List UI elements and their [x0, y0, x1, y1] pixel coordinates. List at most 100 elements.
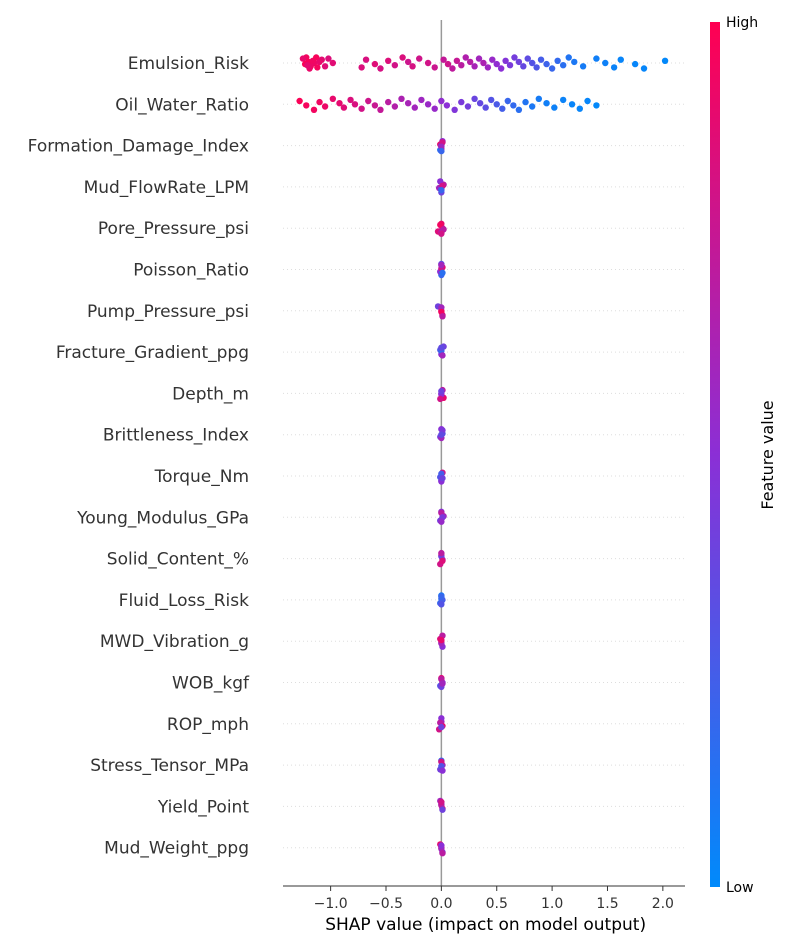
shap-point	[438, 601, 445, 608]
feature-label: Mud_FlowRate_LPM	[84, 178, 249, 198]
shap-point	[443, 102, 451, 109]
x-tick-label: 0.5	[486, 896, 508, 912]
shap-point	[431, 64, 438, 71]
shap-point	[535, 95, 543, 103]
shap-point	[528, 103, 536, 110]
feature-label: Pump_Pressure_psi	[87, 302, 249, 322]
feature-label: ROP_mph	[167, 715, 249, 735]
shap-point	[437, 395, 444, 403]
shap-point	[537, 56, 545, 63]
shap-point	[438, 143, 445, 150]
shap-point	[451, 106, 458, 114]
shap-point	[511, 54, 518, 61]
shap-point	[438, 344, 445, 351]
shap-point	[299, 55, 307, 62]
x-tick-label: −1.0	[314, 896, 348, 912]
shap-point	[365, 97, 372, 105]
x-tick-label: 0.0	[430, 896, 452, 912]
shap-point	[568, 101, 576, 108]
data-points	[296, 54, 669, 857]
shap-point	[471, 95, 478, 103]
shap-point	[515, 58, 523, 66]
colorbar-low-label: Low	[726, 880, 754, 896]
shap-point	[418, 96, 425, 104]
shap-point	[439, 557, 446, 564]
shap-point	[476, 100, 484, 107]
shap-point	[439, 680, 446, 687]
shap-point	[438, 518, 445, 525]
shap-point	[640, 65, 648, 72]
feature-label: Formation_Damage_Index	[28, 137, 249, 157]
shap-point	[576, 105, 583, 112]
shap-point	[313, 54, 320, 61]
colorbar-gradient	[710, 22, 720, 887]
shap-point	[439, 269, 446, 276]
shap-point	[533, 64, 540, 71]
shap-point	[559, 96, 567, 104]
shap-point	[437, 221, 444, 229]
colorbar: High Low Feature value	[710, 15, 777, 896]
shap-point	[325, 55, 332, 62]
shap-point	[510, 102, 517, 109]
shap-point	[565, 54, 572, 61]
feature-label: Stress_Tensor_MPa	[90, 756, 249, 776]
shap-point	[438, 842, 445, 849]
shap-point	[584, 97, 591, 105]
shap-point	[385, 98, 392, 106]
colorbar-title: Feature value	[758, 400, 777, 509]
shap-point	[466, 58, 474, 66]
shap-point	[610, 64, 618, 71]
shap-point	[391, 61, 399, 69]
shap-point	[499, 105, 506, 112]
shap-point	[522, 98, 529, 106]
shap-point	[493, 101, 500, 108]
shap-point	[482, 104, 489, 111]
shap-point	[438, 147, 445, 155]
shap-point	[409, 63, 416, 70]
feature-label: Solid_Content_%	[107, 550, 249, 570]
shap-point	[404, 58, 412, 66]
feature-label: Fluid_Loss_Risk	[119, 591, 249, 611]
shap-point	[371, 102, 379, 109]
shap-point	[439, 475, 446, 482]
shap-point	[554, 57, 561, 64]
shap-point	[404, 100, 412, 107]
shap-point	[358, 64, 365, 71]
shap-point	[310, 106, 318, 114]
feature-label: Fracture_Gradient_ppg	[56, 343, 249, 363]
shap-point	[602, 59, 609, 67]
shap-point	[329, 59, 337, 67]
shap-point	[439, 313, 446, 320]
shap-point	[462, 54, 469, 61]
shap-point	[321, 63, 329, 70]
shap-point	[398, 95, 405, 103]
shap-point	[438, 388, 445, 395]
shap-point	[416, 55, 423, 62]
shap-point	[506, 61, 514, 69]
shap-point	[377, 106, 384, 114]
shap-point	[362, 56, 370, 63]
feature-label: Pore_Pressure_psi	[98, 219, 249, 239]
feature-label: Mud_Weight_ppg	[104, 839, 249, 859]
shap-point	[449, 65, 456, 72]
x-tick-label: −0.5	[369, 896, 403, 912]
shap-point	[336, 100, 343, 107]
shap-point	[438, 431, 445, 438]
shap-point	[543, 60, 550, 68]
shap-point	[617, 56, 624, 63]
shap-point	[543, 100, 550, 107]
shap-point	[411, 104, 418, 111]
shap-point	[314, 64, 321, 71]
shap-point	[524, 55, 531, 62]
shap-point	[439, 806, 446, 813]
feature-label: Torque_Nm	[154, 467, 249, 487]
shap-point	[520, 63, 527, 70]
shap-point	[631, 60, 639, 68]
shap-point	[559, 61, 567, 69]
feature-labels: Emulsion_Risk Oil_Water_Ratio Formation_Da…	[28, 54, 250, 859]
shap-point	[439, 352, 446, 359]
x-axis-title: SHAP value (impact on model output)	[325, 915, 646, 935]
x-tick-label: 2.0	[652, 896, 674, 912]
feature-label: MWD_Vibration_g	[100, 632, 249, 652]
